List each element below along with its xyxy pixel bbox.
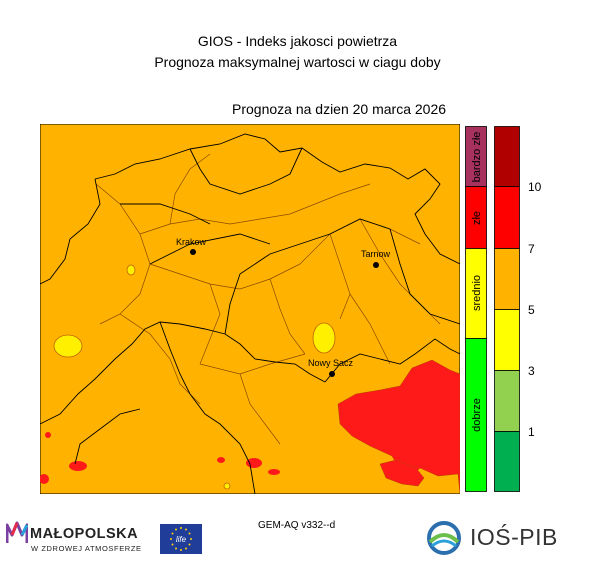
eu-flag-text: life [176,535,187,544]
malopolska-logo-icon [6,521,28,543]
low-area-nowy-sacz [312,322,336,354]
eu-flag-icon: life [160,524,202,554]
map-subtitle: Prognoza maksymalnej wartosci w ciagu do… [154,54,441,70]
scale-swatch-6 [494,431,520,492]
malopolska-name: MAŁOPOLSKA [30,526,139,542]
city-krakow: Krakow [176,237,207,255]
quality-swatch-good [465,338,487,492]
scale-tick-1: 1 [528,425,535,439]
scale-tick-5: 5 [528,303,535,317]
scale-swatch-3 [494,248,520,310]
low-area-west [53,334,83,358]
institute-name: IOŚ-PIB [470,524,558,550]
forecast-date: Prognoza na dzien 20 marca 2026 [232,101,447,117]
city-label-krakow: Krakow [176,237,207,247]
value-scale [494,126,520,492]
map-title: GIOS - Indeks jakosci powietrza [197,33,398,49]
scale-tick-10: 10 [528,180,542,194]
low-area-small [126,264,136,276]
hotspot-small-2 [40,474,49,484]
hotspot-small-3 [246,458,262,468]
low-area-south [223,482,231,490]
hotspot-small-1 [69,461,87,471]
hotspot-small-5 [268,469,280,475]
hotspot-south [379,459,425,487]
quality-label-bad: złe [471,211,483,225]
quality-label-very-bad: bardzo złe [471,132,483,183]
region-boundaries [40,133,460,494]
scale-swatch-2 [494,186,520,249]
model-version: GEM-AQ v332--d [258,520,336,531]
forecast-map: Krakow Tarnow Nowy Sacz [40,124,460,494]
city-tarnow: Tarnow [361,249,391,268]
scale-tick-7: 7 [528,242,535,256]
hotspot-small-4 [217,457,225,463]
hotspot-southeast [337,359,460,494]
malopolska-tagline: W ZDROWEJ ATMOSFERZE [31,544,142,553]
ios-pib-logo-icon [427,521,461,555]
scale-tick-3: 3 [528,364,535,378]
scale-swatch-4 [494,309,520,371]
quality-label-moderate: srednio [471,275,483,311]
quality-legend: bardzo złe złe srednio dobrze [465,126,487,492]
city-nowy-sacz: Nowy Sacz [308,358,354,377]
district-boundaries [95,153,441,445]
city-label-tarnow: Tarnow [361,249,391,259]
hotspot-small-6 [45,432,51,438]
scale-swatch-5 [494,370,520,432]
quality-label-good: dobrze [471,398,483,432]
scale-swatch-1 [494,126,520,187]
city-label-nowy-sacz: Nowy Sacz [308,358,354,368]
